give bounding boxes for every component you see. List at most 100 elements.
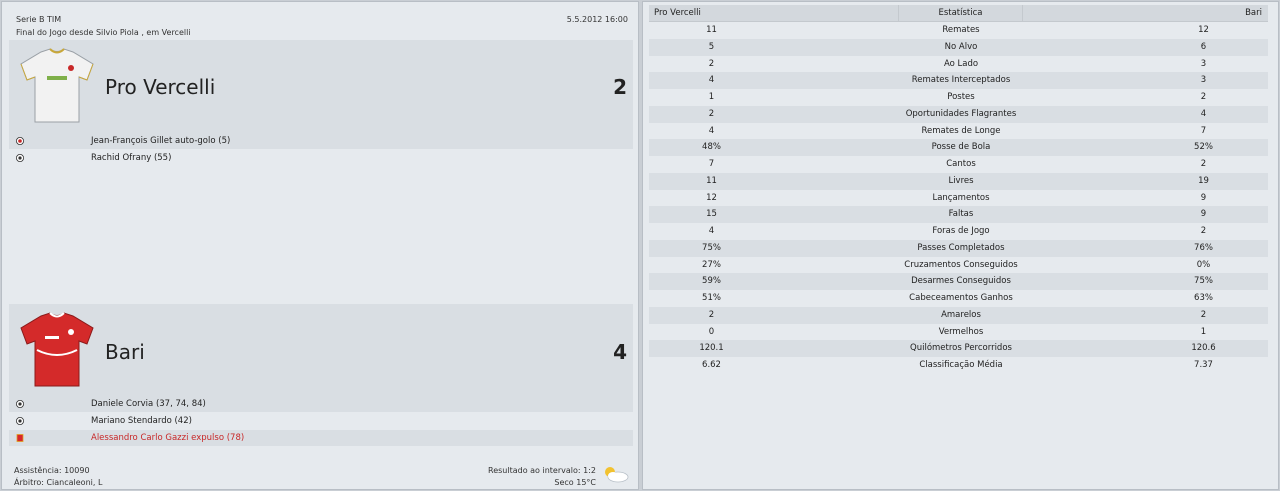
stat-label: Faltas xyxy=(948,209,974,220)
stat-label: Lançamentos xyxy=(932,192,990,203)
stat-away-value: 4 xyxy=(1200,108,1207,119)
stat-row: 4 Remates Interceptados 3 xyxy=(649,72,1268,89)
competition-name[interactable]: Serie B TIM xyxy=(16,15,62,24)
stat-label: Cabeceamentos Ganhos xyxy=(909,293,1013,303)
weather-text: Seco 15°C xyxy=(554,478,596,487)
event-text: Jean-François Gillet auto-golo (5) xyxy=(91,136,231,146)
stats-header-away[interactable]: Bari xyxy=(1245,8,1262,18)
stats-header-label: Estatística xyxy=(898,5,1023,21)
away-team-score: 4 xyxy=(613,340,627,364)
stat-away-value: 12 xyxy=(1198,25,1209,35)
stat-label: Ao Lado xyxy=(943,58,979,69)
stat-away-value: 63% xyxy=(1194,293,1213,303)
match-summary-panel: Serie B TIM 5.5.2012 16:00 Final do Jogo… xyxy=(1,1,639,490)
own-goal-icon xyxy=(16,137,24,145)
stat-row: 1 Postes 2 xyxy=(649,89,1268,106)
home-shirt-icon xyxy=(20,48,94,123)
away-shirt-icon xyxy=(20,312,94,387)
stat-label: Amarelos xyxy=(941,309,981,320)
stat-label: Remates Interceptados xyxy=(911,75,1011,86)
stat-home-value: 2 xyxy=(708,108,715,119)
home-event-row[interactable]: Jean-François Gillet auto-golo (5) xyxy=(9,133,633,149)
ball-icon xyxy=(16,417,24,425)
match-venue: Final do Jogo desde Silvio Piola , em Ve… xyxy=(16,28,191,37)
stat-away-value: 2 xyxy=(1200,92,1207,102)
red-card-icon xyxy=(16,434,24,442)
stat-away-value: 0% xyxy=(1196,259,1211,270)
stat-home-value: 11 xyxy=(706,175,717,186)
stat-home-value: 0 xyxy=(708,326,715,337)
stat-label: Postes xyxy=(947,92,975,102)
stat-home-value: 2 xyxy=(708,58,715,69)
stat-away-value: 1 xyxy=(1200,326,1207,337)
stat-away-value: 9 xyxy=(1200,209,1207,220)
stat-row: 48% Posse de Bola 52% xyxy=(649,139,1268,156)
stat-label: Livres xyxy=(948,175,974,186)
stat-label: Quilómetros Percorridos xyxy=(910,343,1012,354)
halftime-score: Resultado ao intervalo: 1:2 xyxy=(488,466,596,475)
away-event-row[interactable]: Daniele Corvia (37, 74, 84) xyxy=(9,396,633,412)
stat-home-value: 48% xyxy=(702,142,721,153)
away-team-block: Bari 4 xyxy=(9,304,633,397)
stat-home-value: 120.1 xyxy=(699,343,724,354)
stat-home-value: 5 xyxy=(708,41,715,52)
sun-cloud-icon xyxy=(605,467,629,483)
stat-away-value: 9 xyxy=(1200,192,1207,203)
stat-label: Oportunidades Flagrantes xyxy=(905,108,1017,119)
stat-label: Passes Completados xyxy=(917,242,1005,253)
stat-away-value: 76% xyxy=(1194,242,1213,253)
stat-row: 0 Vermelhos 1 xyxy=(649,324,1268,341)
stat-home-value: 12 xyxy=(706,192,717,203)
stat-home-value: 51% xyxy=(702,293,721,303)
away-event-row[interactable]: Mariano Stendardo (42) xyxy=(9,413,633,429)
stat-home-value: 27% xyxy=(702,259,721,270)
stat-row: 7 Cantos 2 xyxy=(649,156,1268,173)
attendance: Assistência: 10090 xyxy=(14,466,90,475)
stat-home-value: 1 xyxy=(708,92,715,102)
away-team-name[interactable]: Bari xyxy=(105,340,145,364)
home-team-name[interactable]: Pro Vercelli xyxy=(105,75,216,99)
stat-away-value: 7.37 xyxy=(1194,360,1213,370)
stat-row: 120.1 Quilómetros Percorridos 120.6 xyxy=(649,340,1268,357)
stat-home-value: 4 xyxy=(708,75,715,86)
stat-row: 6.62 Classificação Média 7.37 xyxy=(649,357,1268,374)
event-text: Alessandro Carlo Gazzi expulso (78) xyxy=(91,433,245,443)
stat-home-value: 7 xyxy=(708,159,715,169)
stat-label: Desarmes Conseguidos xyxy=(911,276,1011,287)
event-text: Daniele Corvia (37, 74, 84) xyxy=(91,399,206,409)
stat-away-value: 2 xyxy=(1200,226,1207,236)
stat-label: Posse de Bola xyxy=(931,142,991,153)
stat-away-value: 19 xyxy=(1198,175,1209,186)
stats-header-home[interactable]: Pro Vercelli xyxy=(654,8,701,18)
stat-label: Foras de Jogo xyxy=(932,226,990,236)
stat-row: 5 No Alvo 6 xyxy=(649,38,1268,56)
stat-row: 11 Remates 12 xyxy=(649,22,1268,39)
referee[interactable]: Árbitro: Ciancaleoni, L xyxy=(14,478,103,487)
home-event-row[interactable]: Rachid Ofrany (55) xyxy=(9,150,633,166)
stat-label: Cantos xyxy=(946,159,976,169)
stat-row: 51% Cabeceamentos Ganhos 63% xyxy=(649,290,1268,307)
stat-home-value: 4 xyxy=(708,226,715,236)
stats-table: 11 Remates 12 5 No Alvo 6 2 Ao Lado 3 4 Remates… xyxy=(649,22,1268,374)
stat-away-value: 2 xyxy=(1200,159,1207,169)
home-team-score: 2 xyxy=(613,75,627,99)
away-event-row[interactable]: Alessandro Carlo Gazzi expulso (78) xyxy=(9,430,633,446)
event-text: Rachid Ofrany (55) xyxy=(91,153,172,163)
stat-label: No Alvo xyxy=(944,41,978,52)
stat-label: Cruzamentos Conseguidos xyxy=(904,259,1018,270)
stat-away-value: 2 xyxy=(1200,309,1207,320)
stat-row: 59% Desarmes Conseguidos 75% xyxy=(649,273,1268,290)
stat-home-value: 75% xyxy=(702,242,721,253)
stat-row: 15 Faltas 9 xyxy=(649,206,1268,223)
event-text: Mariano Stendardo (42) xyxy=(91,416,192,426)
stat-away-value: 6 xyxy=(1200,41,1207,52)
stat-home-value: 2 xyxy=(708,309,715,320)
ball-icon xyxy=(16,400,24,408)
stat-home-value: 6.62 xyxy=(702,360,721,370)
stat-row: 27% Cruzamentos Conseguidos 0% xyxy=(649,257,1268,274)
stat-away-value: 120.6 xyxy=(1191,343,1216,354)
stats-header: Pro Vercelli Estatística Bari xyxy=(649,5,1268,22)
stat-away-value: 3 xyxy=(1200,75,1207,86)
stat-row: 2 Oportunidades Flagrantes 4 xyxy=(649,105,1268,123)
stat-home-value: 11 xyxy=(706,25,717,35)
